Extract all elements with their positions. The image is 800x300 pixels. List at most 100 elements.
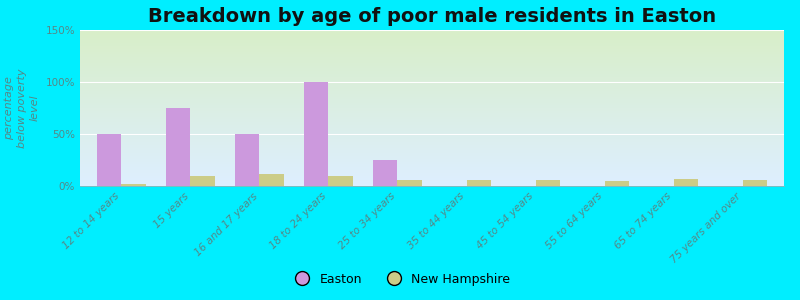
- Bar: [80, 80, 784, 81]
- Bar: [80, 129, 784, 130]
- Bar: [80, 76, 784, 77]
- Bar: [742, 180, 766, 186]
- Bar: [80, 49, 784, 50]
- Bar: [80, 71, 784, 72]
- Bar: [190, 176, 214, 186]
- Bar: [80, 93, 784, 94]
- Bar: [80, 60, 784, 61]
- Bar: [80, 145, 784, 146]
- Bar: [80, 98, 784, 99]
- Title: Breakdown by age of poor male residents in Easton: Breakdown by age of poor male residents …: [148, 7, 716, 26]
- Bar: [605, 181, 629, 186]
- Bar: [80, 99, 784, 100]
- Bar: [166, 108, 190, 186]
- Bar: [80, 95, 784, 96]
- Bar: [80, 176, 784, 177]
- Bar: [80, 57, 784, 58]
- Bar: [80, 92, 784, 93]
- Bar: [80, 185, 784, 186]
- Bar: [80, 147, 784, 148]
- Bar: [80, 45, 784, 46]
- Bar: [80, 170, 784, 171]
- Bar: [80, 141, 784, 142]
- Bar: [80, 37, 784, 38]
- Bar: [80, 77, 784, 78]
- Bar: [80, 53, 784, 54]
- Bar: [80, 86, 784, 87]
- Bar: [80, 97, 784, 98]
- Bar: [80, 118, 784, 119]
- Bar: [80, 47, 784, 48]
- Bar: [80, 31, 784, 32]
- Bar: [80, 173, 784, 174]
- Y-axis label: percentage
below poverty
level: percentage below poverty level: [3, 68, 40, 148]
- Bar: [466, 180, 490, 186]
- Bar: [535, 180, 560, 186]
- Bar: [80, 90, 784, 91]
- Bar: [80, 163, 784, 164]
- Bar: [80, 50, 784, 51]
- Bar: [80, 123, 784, 124]
- Bar: [80, 85, 784, 86]
- Bar: [80, 181, 784, 182]
- Bar: [80, 103, 784, 104]
- Bar: [80, 63, 784, 64]
- Bar: [304, 82, 329, 186]
- Bar: [80, 152, 784, 153]
- Bar: [80, 120, 784, 121]
- Bar: [80, 48, 784, 49]
- Bar: [80, 161, 784, 162]
- Bar: [80, 112, 784, 113]
- Bar: [80, 165, 784, 166]
- Bar: [80, 180, 784, 181]
- Bar: [80, 34, 784, 35]
- Bar: [80, 107, 784, 108]
- Bar: [80, 171, 784, 172]
- Bar: [80, 133, 784, 134]
- Bar: [80, 179, 784, 180]
- Bar: [80, 81, 784, 82]
- Bar: [80, 32, 784, 33]
- Bar: [80, 110, 784, 111]
- Bar: [80, 75, 784, 76]
- Bar: [80, 62, 784, 63]
- Bar: [80, 175, 784, 176]
- Bar: [80, 155, 784, 156]
- Bar: [80, 119, 784, 120]
- Bar: [80, 40, 784, 41]
- Bar: [329, 176, 353, 186]
- Bar: [80, 146, 784, 147]
- Bar: [80, 157, 784, 158]
- Bar: [80, 51, 784, 52]
- Bar: [80, 54, 784, 55]
- Bar: [80, 59, 784, 60]
- Bar: [80, 105, 784, 106]
- Bar: [80, 108, 784, 109]
- Bar: [80, 136, 784, 137]
- Bar: [80, 124, 784, 125]
- Bar: [80, 44, 784, 45]
- Bar: [80, 127, 784, 128]
- Bar: [80, 104, 784, 105]
- Bar: [80, 84, 784, 85]
- Bar: [80, 33, 784, 34]
- Bar: [80, 46, 784, 47]
- Bar: [80, 148, 784, 149]
- Bar: [80, 178, 784, 179]
- Bar: [122, 184, 146, 186]
- Bar: [80, 94, 784, 95]
- Bar: [80, 82, 784, 83]
- Bar: [80, 68, 784, 69]
- Bar: [80, 39, 784, 40]
- Bar: [80, 158, 784, 159]
- Bar: [80, 149, 784, 150]
- Bar: [80, 56, 784, 57]
- Bar: [80, 52, 784, 53]
- Bar: [259, 173, 284, 186]
- Bar: [80, 87, 784, 88]
- Bar: [80, 153, 784, 154]
- Bar: [80, 142, 784, 143]
- Legend: Easton, New Hampshire: Easton, New Hampshire: [285, 268, 515, 291]
- Bar: [80, 55, 784, 56]
- Bar: [80, 89, 784, 90]
